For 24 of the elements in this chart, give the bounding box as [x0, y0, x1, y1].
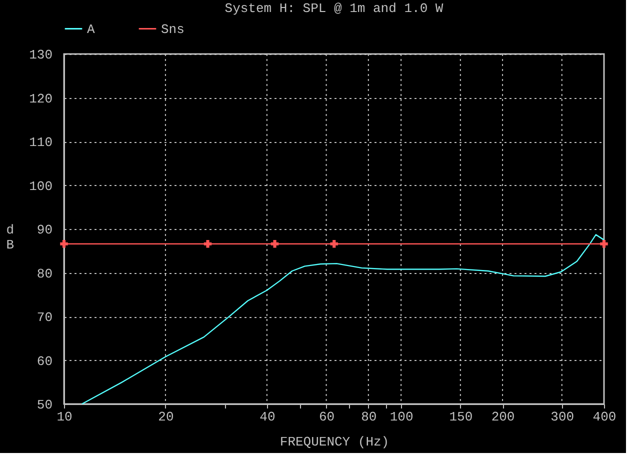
y-tick-label: 100	[29, 178, 52, 194]
x-axis-title: FREQUENCY (Hz)	[280, 434, 390, 450]
y-tick-label: 110	[29, 135, 52, 150]
y-tick-label: 120	[29, 91, 52, 106]
x-tick-label: 80	[361, 410, 377, 424]
chart-title: System H: SPL @ 1m and 1.0 W	[224, 1, 444, 16]
x-tick-label: 100	[390, 410, 414, 424]
legend-label: Sns	[161, 22, 184, 37]
legend-label: A	[87, 22, 95, 37]
y-tick-label: 60	[36, 354, 52, 369]
x-tick-label: 400	[592, 410, 616, 424]
x-tick-label: 20	[158, 410, 174, 424]
y-tick-label: 80	[36, 266, 52, 282]
y-tick-label: 90	[36, 222, 52, 238]
x-tick-label: 300	[550, 410, 574, 424]
y-tick-label: 50	[36, 398, 52, 412]
x-tick-label: 10	[56, 410, 72, 424]
x-tick-label: 150	[449, 410, 473, 424]
x-tick-label: 40	[260, 410, 276, 424]
x-tick-label: 60	[318, 410, 335, 424]
y-tick-label: 130	[29, 48, 52, 62]
x-tick-label: 200	[491, 410, 515, 424]
y-axis-title: dB	[6, 222, 14, 252]
y-tick-label: 70	[36, 310, 52, 325]
